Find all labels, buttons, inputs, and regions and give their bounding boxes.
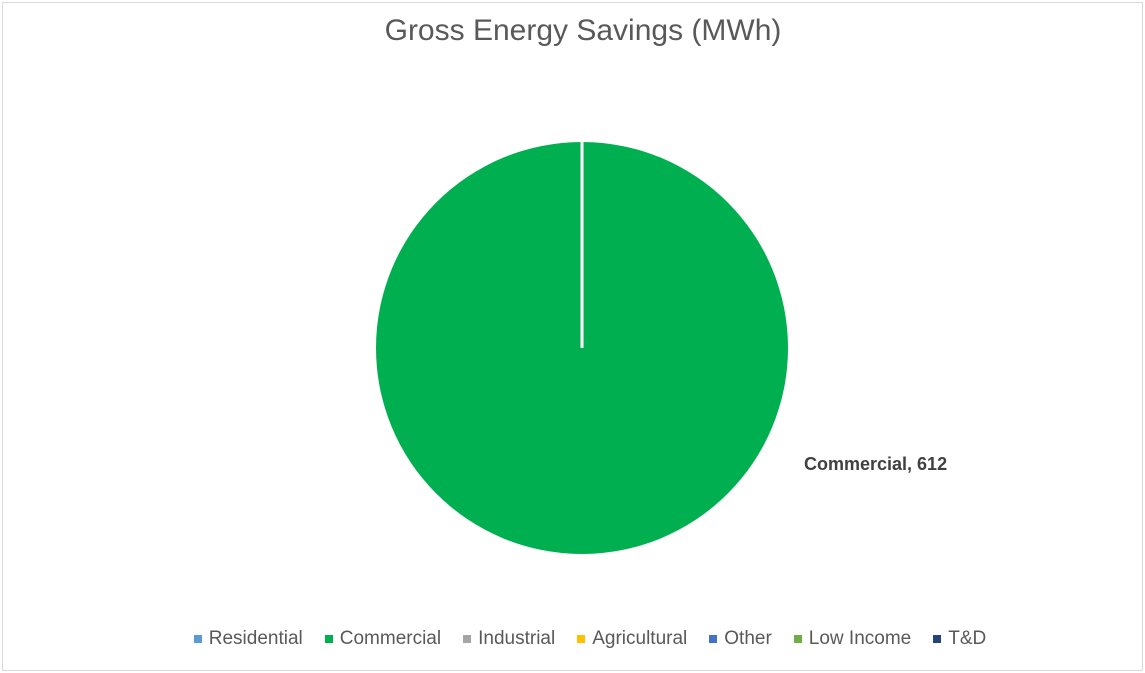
legend-swatch-residential: [193, 635, 202, 643]
legend: Residential Commercial Industrial Agricultu…: [0, 628, 1145, 650]
legend-swatch-agricultural: [577, 635, 586, 643]
legend-entry-industrial: Industrial: [463, 628, 555, 650]
legend-entry-commercial: Commercial: [324, 628, 442, 650]
legend-entry-low-income: Low Income: [793, 628, 912, 650]
legend-entry-other: Other: [709, 628, 772, 650]
legend-label-low-income: Low Income: [808, 628, 912, 649]
legend-swatch-t-d: [933, 635, 942, 643]
legend-swatch-low-income: [793, 635, 802, 643]
data-label-commercial: Commercial, 612: [804, 454, 948, 474]
legend-label-agricultural: Agricultural: [592, 628, 688, 649]
chart-title: Gross Energy Savings (MWh): [384, 14, 782, 47]
legend-label-t-d: T&D: [948, 628, 987, 649]
pie-slices: [376, 142, 788, 554]
legend-entry-t-d: T&D: [933, 628, 986, 650]
legend-label-industrial: Industrial: [478, 628, 556, 649]
legend-swatch-other: [709, 635, 718, 643]
legend-entry-agricultural: Agricultural: [577, 628, 687, 650]
legend-swatch-industrial: [463, 635, 472, 643]
legend-label-residential: Residential: [208, 628, 303, 649]
legend-swatch-commercial: [324, 635, 333, 643]
legend-label-commercial: Commercial: [339, 628, 442, 649]
legend-entry-residential: Residential: [193, 628, 303, 650]
legend-label-other: Other: [724, 628, 772, 649]
